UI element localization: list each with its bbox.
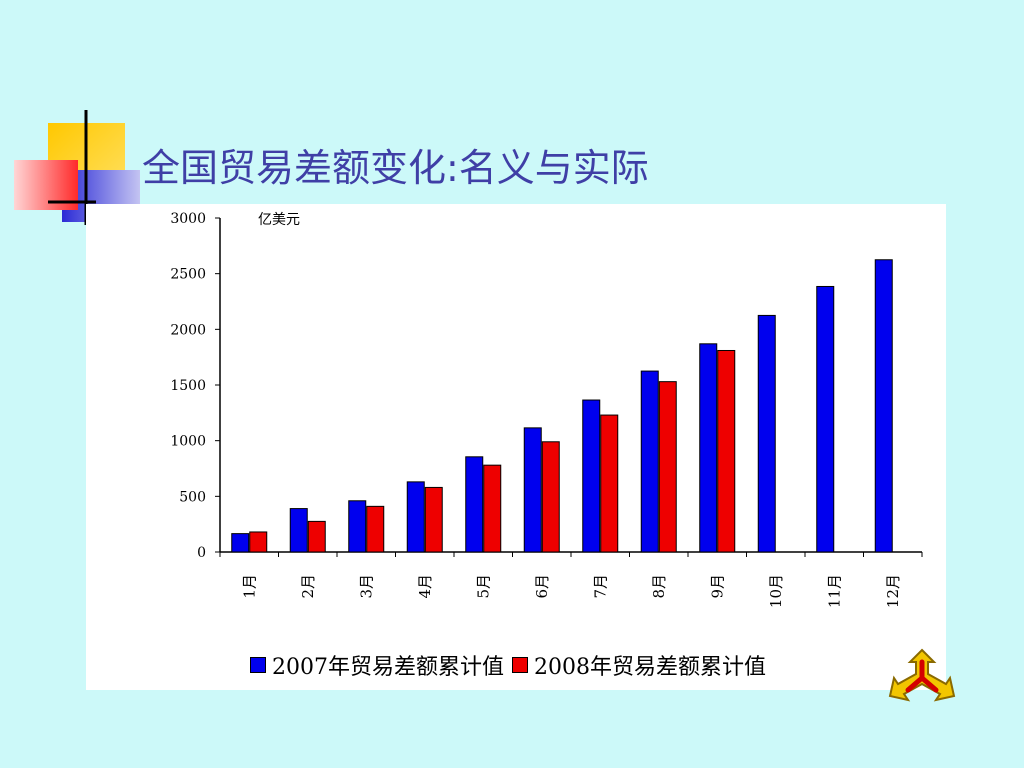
x-tick-label-7: 7月 xyxy=(591,574,609,599)
bar-2007-3月 xyxy=(348,500,367,553)
x-tick-label-2: 2月 xyxy=(299,574,317,599)
x-tick-label-8: 8月 xyxy=(650,574,668,599)
chart-panel: 0 500 1000 1500 2000 2500 3000 亿美元 1月 2月 3月 4月 5月 6月 7… xyxy=(86,204,946,690)
x-tick-label-5: 5月 xyxy=(474,574,492,599)
bar-2007-2月 xyxy=(289,508,308,553)
bar-2007-9月 xyxy=(699,343,718,553)
x-tick-label-10: 10月 xyxy=(767,574,785,608)
bar-2007-1月 xyxy=(231,533,250,553)
unit-label: 亿美元 xyxy=(258,212,300,228)
y-tick-label-3000: 3000 xyxy=(170,211,206,227)
x-tick-label-11: 11月 xyxy=(825,574,843,608)
bar-2007-8月 xyxy=(640,370,659,553)
legend-item-2007: 2007年贸易差额累计值 xyxy=(250,649,504,681)
y-tick-label-2000: 2000 xyxy=(170,322,206,338)
x-tick-label-1: 1月 xyxy=(240,574,258,599)
bar-2008-4月 xyxy=(424,486,443,553)
bar-2007-11月 xyxy=(816,285,835,553)
bar-2008-8月 xyxy=(658,381,677,553)
title-decoration xyxy=(14,110,140,225)
bar-2007-12月 xyxy=(874,259,893,553)
tri-arrow-emblem-icon xyxy=(888,648,956,702)
y-tick-label-0: 0 xyxy=(197,545,206,561)
x-tick-label-4: 4月 xyxy=(416,574,434,599)
bar-2008-2月 xyxy=(307,520,326,553)
bar-2008-5月 xyxy=(483,464,502,553)
legend-swatch-2008 xyxy=(512,657,528,673)
bar-2007-7月 xyxy=(582,399,601,553)
bar-2007-5月 xyxy=(465,456,484,553)
bar-2008-6月 xyxy=(541,441,560,553)
chart-legend: 2007年贸易差额累计值 2008年贸易差额累计值 xyxy=(250,650,774,680)
x-tick-label-12: 12月 xyxy=(884,574,902,608)
legend-item-2008: 2008年贸易差额累计值 xyxy=(512,649,766,681)
slide-title: 全国贸易差额变化:名义与实际 xyxy=(142,146,649,190)
bar-2007-4月 xyxy=(406,481,425,553)
x-tick-label-9: 9月 xyxy=(708,574,726,599)
bar-2008-1月 xyxy=(249,531,268,553)
y-tick-label-500: 500 xyxy=(179,489,206,505)
x-tick-label-3: 3月 xyxy=(357,574,375,599)
bar-2008-9月 xyxy=(717,349,736,553)
y-tick-label-1500: 1500 xyxy=(170,378,206,394)
bar-2008-7月 xyxy=(600,414,619,553)
x-tick-label-6: 6月 xyxy=(533,574,551,599)
legend-label-2007: 2007年贸易差额累计值 xyxy=(272,655,504,680)
bar-chart: 0 500 1000 1500 2000 2500 3000 亿美元 1月 2月 3月 4月 5月 6月 7… xyxy=(170,211,923,608)
y-tick-label-1000: 1000 xyxy=(170,434,206,450)
legend-label-2008: 2008年贸易差额累计值 xyxy=(534,655,766,680)
legend-swatch-2007 xyxy=(250,657,266,673)
y-tick-label-2500: 2500 xyxy=(170,267,206,283)
bar-2007-6月 xyxy=(523,427,542,553)
bar-2008-3月 xyxy=(366,505,385,553)
bar-2007-10月 xyxy=(757,314,776,553)
